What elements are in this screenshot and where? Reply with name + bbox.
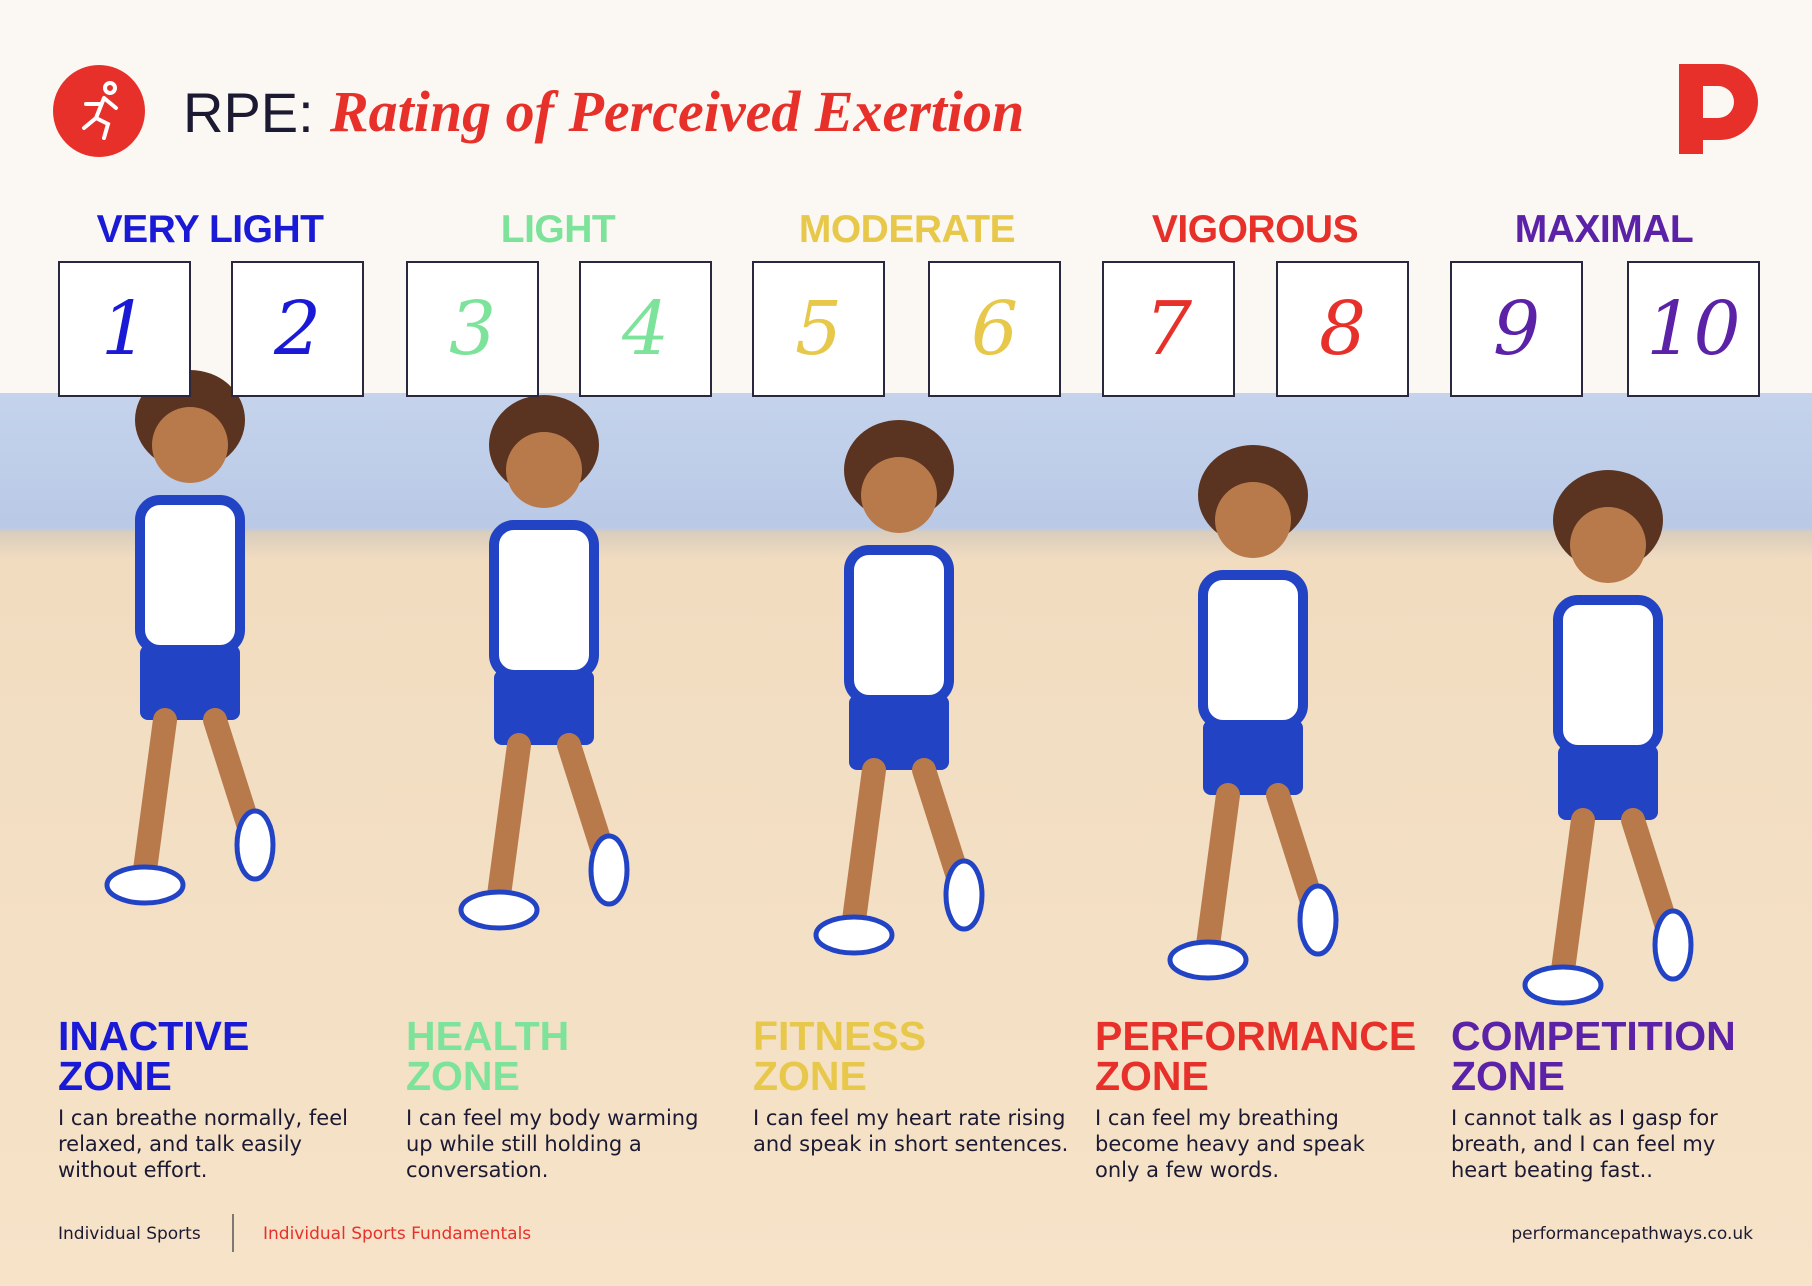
zone-description: I can feel my body warming up while stil… [406, 1106, 699, 1182]
figure-part [844, 545, 954, 705]
zone-title: HEALTH ZONE [406, 1013, 570, 1099]
level-label: MAXIMAL [1514, 208, 1694, 251]
figure-part [1215, 482, 1291, 558]
figure-part [588, 833, 630, 907]
figure-part [1198, 570, 1308, 730]
figure-part [1203, 720, 1303, 795]
rating-box: 6 [928, 261, 1061, 397]
rating-box: 2 [231, 261, 364, 397]
rating-box: 5 [752, 261, 885, 397]
footer-website: performancepathways.co.uk [1511, 1224, 1753, 1244]
level-label: VIGOROUS [1151, 208, 1359, 251]
figure-part [1297, 883, 1339, 957]
figure-part [458, 889, 540, 931]
zone-description: I can feel my heart rate rising and spea… [753, 1106, 1069, 1156]
figure-part [1558, 745, 1658, 820]
title-prefix: RPE: [183, 81, 314, 144]
footer-category: Individual Sports [58, 1224, 201, 1244]
figure-part [861, 457, 937, 533]
figure-part [104, 864, 186, 906]
rating-box: 8 [1276, 261, 1409, 397]
rating-box: 3 [406, 261, 539, 397]
figure-part [135, 495, 245, 655]
figure-part [849, 695, 949, 770]
footer-course: Individual Sports Fundamentals [263, 1224, 532, 1244]
figure-part [506, 432, 582, 508]
figure-part [489, 520, 599, 680]
rating-box: 7 [1102, 261, 1235, 397]
zone-description: I can breathe normally, feel relaxed, an… [58, 1106, 348, 1182]
rating-box: 4 [579, 261, 712, 397]
figure-part [1522, 964, 1604, 1006]
rating-box: 9 [1450, 261, 1583, 397]
title: Rating of Perceived Exertion [330, 79, 1025, 144]
figure-part [1652, 908, 1694, 982]
zone-title: PERFORMANCE ZONE [1095, 1013, 1417, 1099]
figures [104, 370, 1694, 1006]
figure-part [1196, 783, 1325, 957]
figure-part [842, 758, 971, 932]
figure-part [234, 808, 276, 882]
zone-description: I can feel my breathing become heavy and… [1095, 1106, 1365, 1182]
rating-box: 1 [58, 261, 191, 397]
runner-icon [82, 81, 118, 140]
figure-part [1551, 808, 1680, 982]
zone-title: FITNESS ZONE [753, 1013, 927, 1099]
logo [1679, 64, 1758, 154]
zone-title: COMPETITION ZONE [1451, 1013, 1736, 1099]
zone-title: INACTIVE ZONE [58, 1013, 250, 1099]
figure-part [133, 708, 262, 882]
figure-part [813, 914, 895, 956]
figure-part [1167, 939, 1249, 981]
figure-part [494, 670, 594, 745]
level-label: LIGHT [500, 208, 616, 251]
figure-part [943, 858, 985, 932]
level-label: VERY LIGHT [96, 208, 324, 251]
figure-part [487, 733, 616, 907]
zone-description: I cannot talk as I gasp for breath, and … [1451, 1106, 1718, 1182]
rating-box: 10 [1627, 261, 1760, 397]
figure-part [152, 407, 228, 483]
figure-part [1570, 507, 1646, 583]
figure-part [1553, 595, 1663, 755]
figure-part [140, 645, 240, 720]
level-label: MODERATE [798, 208, 1016, 251]
